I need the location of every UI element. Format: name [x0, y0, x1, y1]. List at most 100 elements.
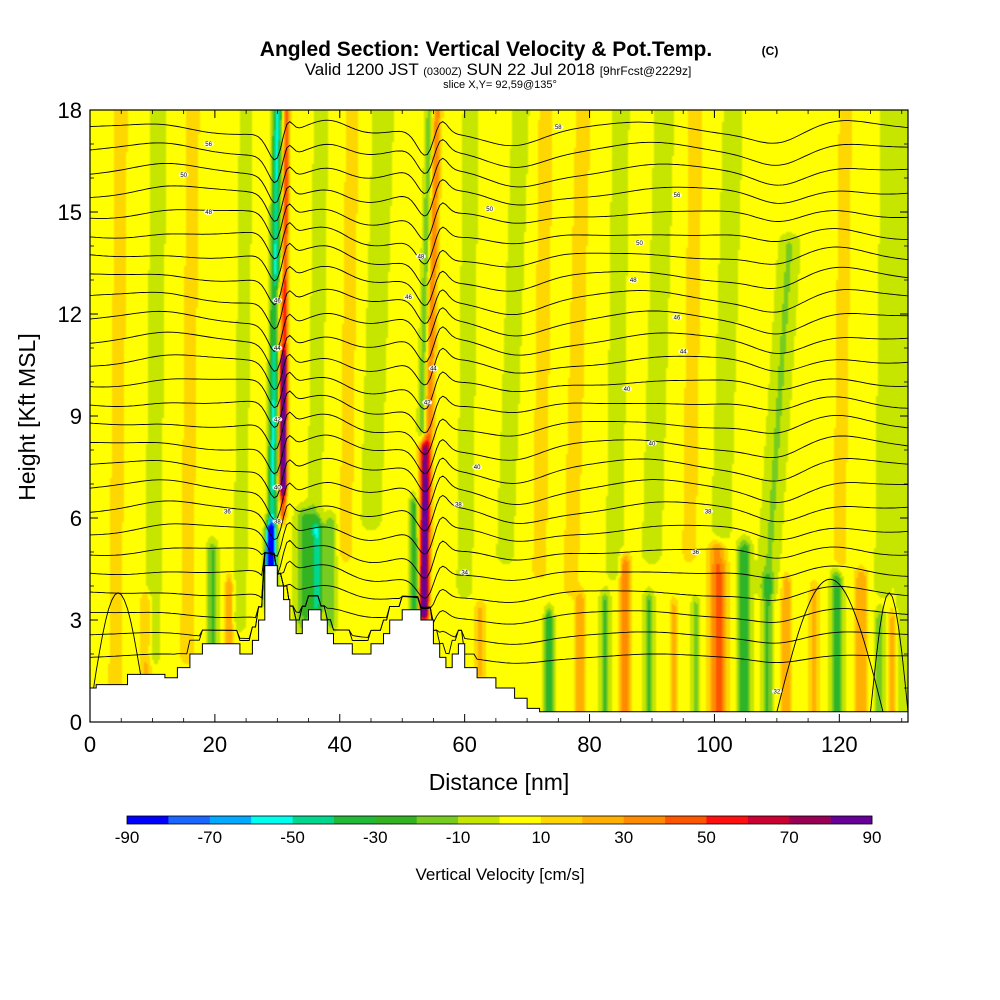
theta-contour [90, 411, 908, 456]
theta-contour-label: 56 [671, 192, 682, 199]
colorbar-swatch [623, 816, 666, 824]
colorbar-label: Vertical Velocity [cm/s] [415, 865, 584, 884]
theta-contour [90, 552, 908, 625]
svg-text:44: 44 [274, 346, 281, 352]
theta-contour [90, 222, 908, 265]
theta-contour-label: 48 [628, 277, 639, 284]
theta-contour [90, 539, 908, 579]
theta-contour-label: 46 [671, 314, 682, 322]
theta-contour [90, 242, 908, 287]
svg-text:36: 36 [224, 509, 231, 515]
x-tick-label: 120 [821, 732, 858, 757]
colorbar-ticks: -90 -70 -50 -30 -10 10 30 50 70 90 [115, 828, 882, 847]
potential-temperature-labels: 56 50 48 50 56 58 50 48 46 44 40 40 40 38 38 36 36 34 32 46… [178, 124, 782, 696]
theta-contour-label: 34 [459, 569, 470, 577]
colorbar-swatch [209, 816, 252, 824]
theta-contour-label: 50 [634, 239, 645, 247]
subtitle-forecast: [9hrFcst@2229z] [600, 64, 692, 78]
theta-contour [90, 371, 908, 410]
colorbar-tick-label: -30 [363, 828, 388, 847]
y-tick-label: 15 [58, 200, 82, 225]
y-tick-label: 0 [70, 710, 82, 735]
svg-text:56: 56 [674, 193, 681, 199]
theta-contour [90, 119, 908, 161]
svg-text:50: 50 [636, 241, 643, 247]
svg-text:40: 40 [274, 486, 281, 492]
theta-contour [90, 494, 908, 541]
svg-text:38: 38 [705, 509, 712, 515]
theta-contour-label: 44 [678, 348, 689, 356]
theta-contour-label: 36 [690, 549, 701, 556]
svg-text:32: 32 [774, 690, 781, 696]
colorbar-swatch [747, 816, 790, 824]
svg-text:56: 56 [205, 142, 212, 148]
colorbar-swatch [830, 816, 873, 824]
colorbar-swatch [499, 816, 542, 824]
colorbar-swatch [665, 816, 707, 824]
colorbar-swatch [333, 816, 376, 824]
theta-contour-label: 44 [272, 345, 283, 352]
chart-slice-label: slice X,Y= 92,59@135° [443, 79, 557, 91]
subtitle-valid-time: Valid 1200 JST [305, 60, 419, 79]
y-tick-label: 3 [70, 608, 82, 633]
theta-contour-label: 46 [403, 294, 414, 301]
svg-text:44: 44 [680, 350, 687, 356]
theta-contour-label: 42 [272, 416, 283, 424]
plot-area: 56 50 48 50 56 58 50 48 46 44 40 40 40 38 38 36 36 34 32 46… [90, 110, 908, 722]
colorbar-swatch [168, 816, 211, 824]
colorbar-swatch [251, 816, 293, 824]
colorbar-tick-label: 70 [780, 828, 799, 847]
theta-contour [90, 157, 908, 204]
svg-text:40: 40 [474, 465, 481, 471]
colorbar-tick-label: 30 [614, 828, 633, 847]
svg-text:40: 40 [624, 387, 631, 393]
svg-text:46: 46 [405, 295, 412, 301]
svg-text:42: 42 [274, 418, 281, 424]
x-tick-label: 100 [696, 732, 733, 757]
colorbar-swatch [416, 816, 459, 824]
potential-temperature-contours [90, 119, 908, 712]
y-axis-label: Height [Kft MSL] [14, 333, 40, 500]
svg-text:48: 48 [630, 278, 637, 284]
theta-contour-label: 48 [203, 209, 214, 216]
theta-contour-label: 40 [272, 484, 283, 492]
theta-contour [870, 592, 908, 712]
colorbar-swatch [582, 816, 624, 824]
x-tick-label: 0 [84, 732, 96, 757]
theta-contour [90, 265, 908, 306]
theta-contour [90, 347, 908, 391]
colorbar-tick-label: -10 [446, 828, 471, 847]
theta-contour [90, 475, 908, 521]
theta-contour [90, 326, 908, 372]
svg-text:34: 34 [461, 571, 468, 577]
theta-contour [90, 307, 908, 352]
colorbar-swatch [789, 816, 831, 824]
theta-contour-label: 46 [272, 297, 283, 305]
theta-contour [90, 457, 908, 499]
chart-title: Angled Section: Vertical Velocity & Pot.… [260, 38, 712, 61]
y-tick-label: 9 [70, 404, 82, 429]
colorbar-tick-label: -50 [280, 828, 305, 847]
svg-text:38: 38 [274, 520, 281, 526]
theta-contour [90, 138, 908, 184]
colorbar-tick-label: -70 [198, 828, 223, 847]
theta-contour-label: 36 [222, 508, 233, 515]
colorbar-tick-label: 10 [531, 828, 550, 847]
theta-contour [90, 516, 908, 557]
x-tick-label: 80 [577, 732, 601, 757]
theta-contour [90, 390, 908, 434]
theta-contour-label: 40 [646, 440, 657, 447]
theta-contour [90, 202, 908, 241]
colorbar-swatch [540, 816, 583, 824]
colorbar-tick-label: 50 [697, 828, 716, 847]
svg-text:50: 50 [180, 173, 187, 179]
colorbar-swatch [375, 816, 418, 824]
subtitle-date: SUN 22 Jul 2018 [466, 60, 595, 79]
colorbar-frame [126, 815, 873, 825]
theta-contour [90, 552, 908, 645]
y-tick-label: 6 [70, 506, 82, 531]
theta-contour-label: 42 [422, 399, 433, 407]
theta-contour-label: 44 [428, 365, 439, 373]
